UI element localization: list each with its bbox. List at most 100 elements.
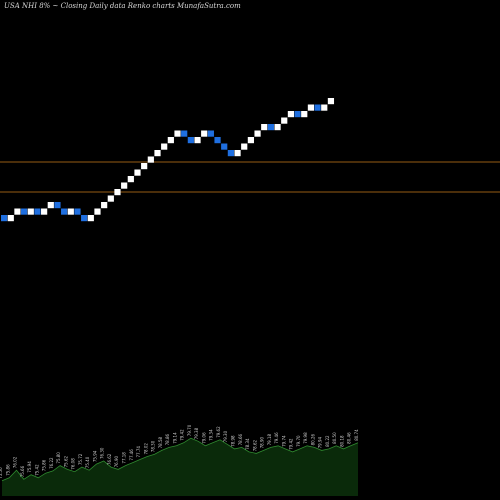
volume-label: 78.30 [151,440,156,452]
volume-label: 78.90 [260,436,265,448]
volume-label: 79.46 [274,432,279,444]
renko-brick-down [187,137,194,144]
volume-label: 79.30 [223,430,228,442]
volume-label: 77.46 [129,449,134,461]
renko-brick-up [174,130,181,137]
renko-brick-up [201,130,208,137]
volume-label: 80.26 [310,433,315,445]
volume-label: 75.42 [34,464,39,476]
renko-brick-down [74,208,81,215]
volume-label: 76.62 [107,453,112,465]
renko-brick-down [54,202,61,209]
volume-label: 78.86 [165,433,170,445]
renko-brick-up [154,150,161,157]
volume-label: 79.74 [281,435,286,447]
renko-brick-up [47,202,54,209]
volume-label: 79.62 [216,426,221,438]
volume-label: 80.50 [332,432,337,444]
renko-brick-up [141,163,148,170]
volume-label: 76.30 [100,447,105,459]
renko-brick-up [101,202,108,209]
volume-line [1,437,359,482]
volume-label: 75.94 [92,450,97,462]
renko-brick-up [114,189,121,196]
volume-label: 79.42 [289,438,294,450]
renko-brick-up [247,137,254,144]
renko-brick-down [221,143,228,150]
renko-brick-down [314,104,321,111]
volume-label: 78.66 [238,433,243,445]
renko-brick-up [121,182,128,189]
renko-brick-up [14,208,21,215]
renko-brick-up [87,215,94,222]
renko-brick-down [207,130,214,137]
renko-brick-down [21,208,28,215]
renko-brick-up [307,104,315,111]
renko-brick-down [227,150,234,157]
renko-brick-up [27,208,34,215]
volume-label: 75.94 [27,461,32,473]
volume-label: 77.18 [122,452,127,464]
renko-brick-up [261,124,268,131]
volume-label: 75.86 [42,459,47,471]
renko-brick-down [214,137,221,144]
volume-label: 80.46 [347,432,352,444]
volume-label: 76.90 [114,455,119,467]
renko-brick-up [194,137,201,144]
volume-label: 78.02 [143,443,148,455]
volume-label: 75.66 [20,465,25,477]
renko-brick-up [301,111,308,118]
volume-label: 76.08 [71,458,76,470]
volume-label: 79.98 [303,432,308,444]
renko-brick-down [61,208,68,215]
renko-brick-up [254,130,261,137]
volume-label: 79.06 [201,432,206,444]
chart-caption: USA NHI 8% ~ Closing Daily data Renko ch… [4,2,241,10]
renko-brick-up [274,124,281,131]
volume-label: 78.34 [245,438,250,450]
volume-label: 75.72 [78,453,83,465]
volume-label: 75.80 [56,452,61,464]
renko-bricks [1,98,335,222]
renko-brick-up [327,98,335,105]
renko-brick-down [34,208,41,215]
volume-label: 77.74 [136,446,141,458]
renko-brick-up [321,104,328,111]
volume-label: 76.22 [49,457,54,469]
volume-label: 79.42 [180,429,185,441]
volume-label: 75.86 [5,464,10,476]
volume-label: 79.18 [267,433,272,445]
renko-brick-up [107,195,114,202]
volume-label: 78.62 [252,439,257,451]
renko-brick-up [127,176,134,183]
renko-brick-down [1,215,8,222]
renko-brick-down [181,130,188,137]
volume-label: 78.58 [158,436,163,448]
renko-brick-up [234,150,241,157]
renko-brick-up [41,208,48,215]
renko-brick-down [294,111,301,118]
renko-brick-up [161,143,168,150]
volume-label: 75.50 [0,467,3,479]
volume-label: 80.22 [325,435,330,447]
renko-brick-up [281,117,288,124]
renko-brick-up [167,137,174,144]
renko-brick-up [94,208,101,215]
level-lines [0,161,500,193]
renko-brick-up [147,156,154,163]
renko-brick-up [67,208,74,215]
volume-label: 76.02 [13,456,18,468]
volume-area [2,438,358,496]
volume-label: 79.38 [194,427,199,439]
renko-brick-down [267,124,274,131]
volume-label: 75.62 [63,455,68,467]
volume-label: 79.34 [209,429,214,441]
renko-brick-up [134,169,141,176]
volume-label: 78.98 [231,435,236,447]
volume-label: 79.70 [187,424,192,436]
renko-brick-up [7,215,14,222]
renko-brick-up [241,143,248,150]
